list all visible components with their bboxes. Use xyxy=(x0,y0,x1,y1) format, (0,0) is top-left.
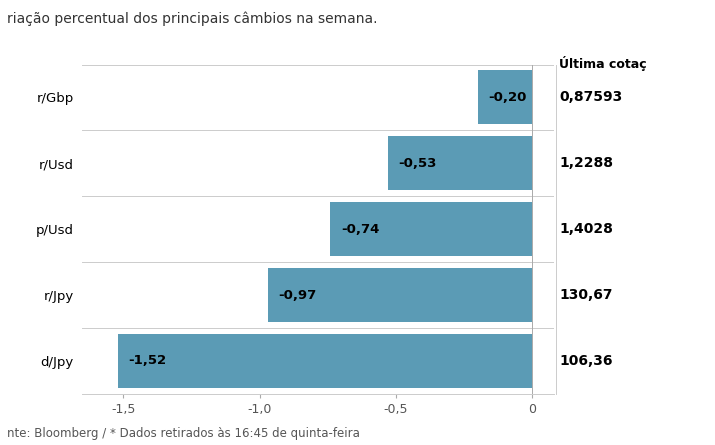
Text: -0,97: -0,97 xyxy=(279,288,317,302)
Bar xyxy=(478,70,532,125)
Text: 1,2288: 1,2288 xyxy=(559,156,613,170)
Text: -0,53: -0,53 xyxy=(399,157,437,170)
Bar xyxy=(388,136,532,190)
Text: 106,36: 106,36 xyxy=(559,354,613,368)
Text: -0,20: -0,20 xyxy=(488,91,527,104)
Bar xyxy=(118,334,532,388)
Text: 130,67: 130,67 xyxy=(559,288,613,302)
Bar xyxy=(330,202,532,256)
Bar xyxy=(267,268,532,322)
Text: nte: Bloomberg / * Dados retirados às 16:45 de quinta-feira: nte: Bloomberg / * Dados retirados às 16… xyxy=(7,427,360,440)
Text: riação percentual dos principais câmbios na semana.: riação percentual dos principais câmbios… xyxy=(7,11,378,26)
Text: -1,52: -1,52 xyxy=(129,354,167,368)
Text: 1,4028: 1,4028 xyxy=(559,222,613,236)
Text: Última cotaç: Última cotaç xyxy=(559,56,647,71)
Text: 0,87593: 0,87593 xyxy=(559,90,622,105)
Text: -0,74: -0,74 xyxy=(341,222,380,236)
